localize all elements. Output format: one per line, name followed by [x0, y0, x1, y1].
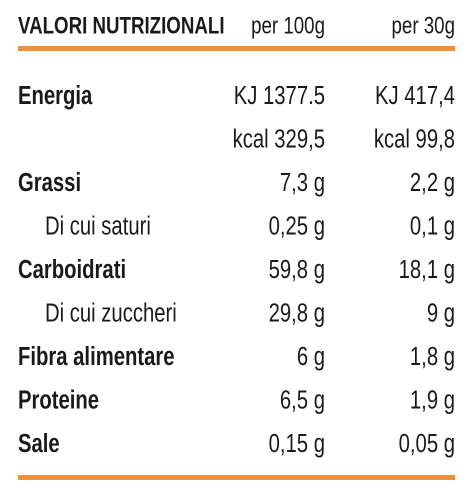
row-label: Sale: [18, 428, 60, 457]
text-layer: VALORI NUTRIZIONALI per 100g per 30g Energi…: [18, 12, 455, 457]
sub-row-label: Di cui zuccheri: [45, 298, 177, 327]
cell-value: 1,9 g: [410, 385, 455, 414]
cell-value: 6,5 g: [280, 385, 325, 414]
cell-value: 18,1 g: [399, 254, 455, 283]
row-label: Grassi: [18, 167, 81, 196]
cell-value: 9 g: [427, 298, 455, 327]
cell-value: kcal 329,5: [233, 124, 325, 153]
cell-value: 0,05 g: [399, 428, 455, 457]
cell-value: 59,8 g: [269, 254, 325, 283]
cell-value: kcal 99,8: [374, 124, 455, 153]
cell-value: 0,15 g: [269, 428, 325, 457]
column-header: per 100g: [251, 12, 325, 39]
cell-value: 0,25 g: [269, 211, 325, 240]
cell-value: 0,1 g: [410, 211, 455, 240]
cell-value: 1,8 g: [410, 341, 455, 370]
row-label: Proteine: [18, 385, 99, 414]
cell-value: 7,3 g: [280, 167, 325, 196]
cell-value: KJ 417,4: [375, 80, 455, 109]
top-rule: [18, 46, 455, 51]
cell-value: KJ 1377.5: [234, 80, 325, 109]
cell-value: 29,8 g: [269, 298, 325, 327]
cell-value: 6 g: [297, 341, 325, 370]
column-header: per 30g: [392, 12, 455, 39]
row-label: Carboidrati: [18, 254, 126, 283]
row-label: Fibra alimentare: [18, 341, 175, 370]
bottom-rule: [18, 475, 455, 480]
cell-value: 2,2 g: [410, 167, 455, 196]
header-title: VALORI NUTRIZIONALI: [18, 12, 225, 39]
row-label: Energia: [18, 80, 93, 109]
sub-row-label: Di cui saturi: [45, 211, 151, 240]
